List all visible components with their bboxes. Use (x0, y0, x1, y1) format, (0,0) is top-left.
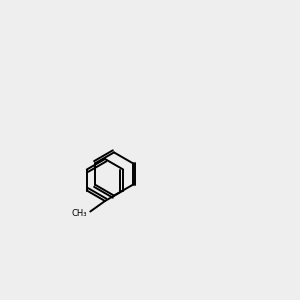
Text: CH₃: CH₃ (72, 208, 87, 217)
